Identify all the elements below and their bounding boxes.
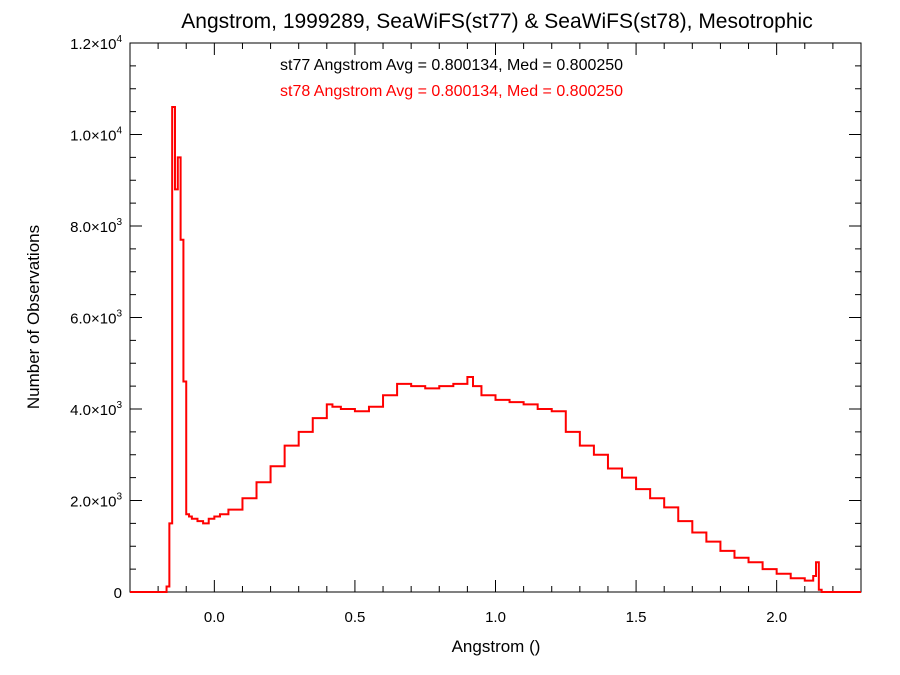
y-axis: 0 2.0×103 4.0×103 6.0×103 8.0×103 1.0×104 1.2×…	[70, 34, 861, 602]
series-group	[130, 106, 861, 593]
x-axis-label: Angstrom ()	[452, 637, 541, 656]
y-tick-exponent: 4	[116, 34, 122, 45]
x-tick-label: 0.5	[344, 609, 365, 626]
y-tick-label: 1.2×104	[70, 34, 122, 53]
y-axis-label: Number of Observations	[24, 225, 43, 409]
y-tick-label: 4.0×103	[70, 400, 122, 419]
x-tick-label: 2.0	[766, 609, 787, 626]
x-tick-label: 1.5	[626, 609, 647, 626]
y-tick-exponent: 3	[116, 492, 122, 503]
y-tick-label: 2.0×103	[70, 492, 122, 511]
x-axis: 0.0 0.5 1.0 1.5 2.0	[157, 43, 834, 626]
x-tick-label: 0.0	[204, 609, 225, 626]
annotation-st78: st78 Angstrom Avg = 0.800134, Med = 0.80…	[280, 83, 623, 100]
y-tick-label: 1.0×104	[70, 126, 122, 145]
annotation-st77: st77 Angstrom Avg = 0.800134, Med = 0.80…	[280, 57, 623, 74]
y-tick-label: 0	[114, 585, 122, 602]
chart-title: Angstrom, 1999289, SeaWiFS(st77) & SeaWi…	[181, 10, 812, 33]
y-tick-exponent: 3	[116, 309, 122, 320]
x-tick-label: 1.0	[485, 609, 506, 626]
y-tick-label: 6.0×103	[70, 309, 122, 328]
y-tick-label: 8.0×103	[70, 217, 122, 236]
series-line	[130, 106, 861, 593]
y-tick-exponent: 4	[116, 126, 122, 137]
y-tick-exponent: 3	[116, 217, 122, 228]
y-tick-exponent: 3	[116, 400, 122, 411]
